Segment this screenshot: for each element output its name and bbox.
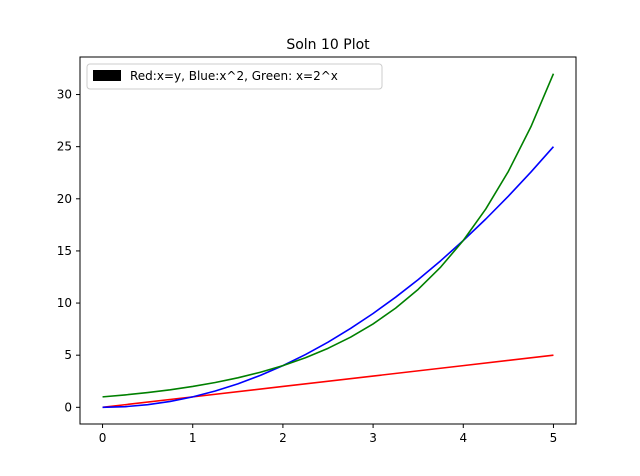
series-layer: [102, 73, 555, 409]
x-tick-label: 3: [369, 431, 377, 445]
x-tick-label: 4: [459, 431, 467, 445]
y-axis: 0 5 10 15 20 25 30: [57, 88, 80, 414]
x-tick-label: 2: [279, 431, 287, 445]
series-line-2: [102, 146, 555, 409]
series-line-1: [102, 354, 554, 409]
x-axis: 0 1 2 3 4 5: [99, 424, 558, 445]
chart-title: Soln 10 Plot: [286, 37, 370, 53]
y-tick-label: 10: [57, 296, 72, 310]
series-line-3: [102, 73, 555, 398]
y-tick-label: 30: [57, 88, 72, 102]
y-tick-label: 20: [57, 192, 72, 206]
legend: Red:x=y, Blue:x^2, Green: x=2^x: [86, 63, 383, 90]
x-tick-label: 0: [99, 431, 107, 445]
legend-label: Red:x=y, Blue:x^2, Green: x=2^x: [130, 69, 338, 83]
x-tick-label: 1: [189, 431, 197, 445]
legend-swatch: [93, 70, 121, 81]
y-tick-label: 0: [64, 400, 72, 414]
y-tick-label: 5: [64, 348, 72, 362]
plot-frame: [79, 56, 577, 425]
x-tick-label: 5: [550, 431, 558, 445]
y-tick-label: 25: [57, 140, 72, 154]
y-tick-label: 15: [57, 244, 72, 258]
legend-frame: [86, 63, 383, 90]
